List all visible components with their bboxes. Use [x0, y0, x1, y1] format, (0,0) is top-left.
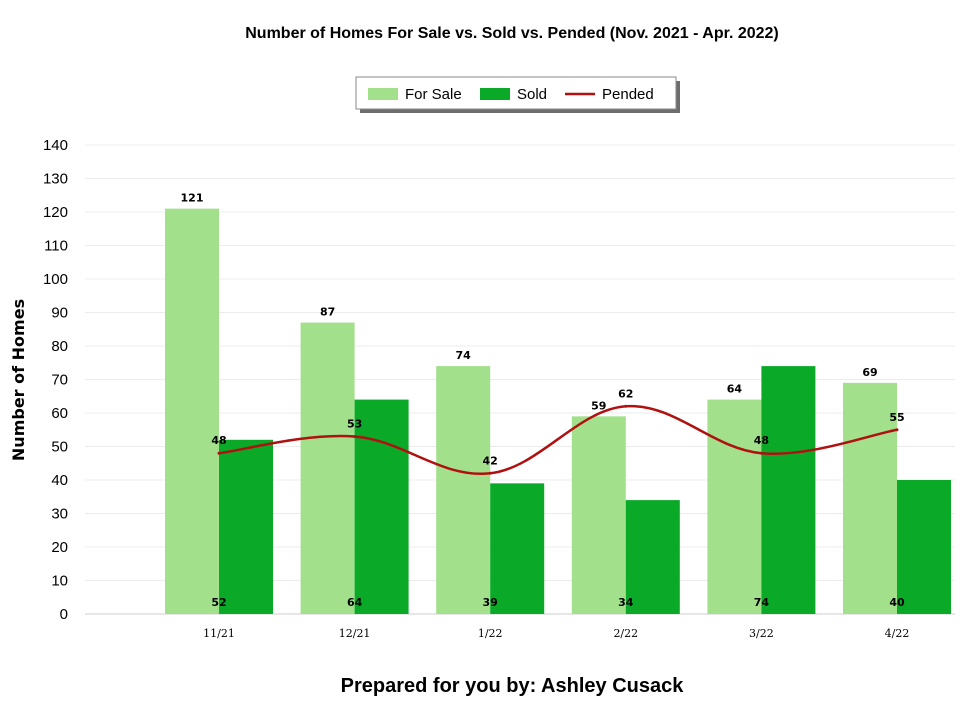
x-tick-label: 1/22 — [478, 627, 503, 640]
bars — [165, 208, 951, 614]
bar-sold-1-22 — [490, 483, 545, 614]
bar-for-sale-2-22 — [571, 416, 626, 614]
bar-for-sale-4-22 — [843, 382, 897, 614]
data-label-pended: 42 — [483, 454, 498, 467]
x-tick-label: 4/22 — [885, 627, 910, 640]
legend-label-pended: Pended — [602, 86, 654, 103]
y-tick-label: 30 — [51, 506, 68, 523]
pended-point — [217, 451, 221, 455]
legend-label-for-sale: For Sale — [405, 86, 462, 103]
y-tick-label: 140 — [43, 137, 68, 154]
legend-swatch-sold — [480, 88, 510, 100]
legend-swatch-for-sale — [368, 88, 398, 100]
data-label-sold: 34 — [618, 596, 634, 609]
y-tick-label: 10 — [51, 573, 68, 590]
pended-point — [895, 428, 899, 432]
bar-sold-4-22 — [897, 480, 951, 614]
bar-for-sale-3-22 — [707, 399, 762, 614]
data-label-for-sale: 74 — [456, 349, 472, 362]
data-labels: 121 52 87 64 74 39 59 34 64 74 69 40 48 53 42 62 48 55 — [181, 192, 905, 609]
y-tick-label: 80 — [51, 338, 68, 355]
y-tick-label: 90 — [51, 305, 68, 322]
x-tick-label: 2/22 — [613, 627, 638, 640]
bar-sold-12-21 — [354, 399, 409, 614]
y-tick-label: 120 — [43, 204, 68, 221]
x-tick-label: 12/21 — [339, 627, 371, 640]
data-label-sold: 39 — [483, 596, 498, 609]
y-tick-label: 100 — [43, 271, 68, 288]
bar-sold-11-21 — [219, 439, 273, 614]
data-label-sold: 74 — [754, 596, 770, 609]
legend-box — [355, 76, 677, 110]
data-label-pended: 62 — [618, 387, 633, 400]
bar-sold-3-22 — [761, 366, 816, 614]
bar-for-sale-1-22 — [436, 366, 491, 614]
pended-point — [624, 404, 628, 408]
x-tick-label: 11/21 — [203, 627, 235, 640]
data-label-for-sale: 59 — [591, 399, 606, 412]
y-tick-label: 0 — [60, 606, 68, 623]
x-tick-labels: 11/21 12/21 1/22 2/22 3/22 4/22 — [203, 627, 909, 640]
pended-point — [488, 471, 492, 475]
data-label-for-sale: 64 — [727, 383, 743, 396]
chart-title: Number of Homes For Sale vs. Sold vs. Pe… — [245, 25, 779, 42]
y-tick-label: 70 — [51, 372, 68, 389]
data-label-sold: 52 — [211, 596, 226, 609]
bar-for-sale-12-21 — [300, 322, 355, 614]
y-tick-label: 50 — [51, 439, 68, 456]
pended-point — [759, 451, 763, 455]
y-tick-label: 20 — [51, 539, 68, 556]
pended-point — [353, 434, 357, 438]
data-label-for-sale: 87 — [320, 306, 335, 319]
y-axis-label: Number of Homes — [9, 299, 28, 461]
data-label-pended: 48 — [754, 434, 769, 447]
data-label-sold: 40 — [889, 596, 905, 609]
y-tick-label: 130 — [43, 171, 68, 188]
x-tick-label: 3/22 — [749, 627, 774, 640]
bar-for-sale-11-21 — [165, 208, 219, 614]
data-label-for-sale: 121 — [181, 192, 204, 205]
legend-label-sold: Sold — [517, 86, 547, 103]
data-label-sold: 64 — [347, 596, 363, 609]
y-tick-labels: 0 10 20 30 40 50 60 70 80 90 100 110 120 130 140 — [43, 137, 68, 623]
bar-sold-2-22 — [625, 500, 680, 614]
pended-line-layer — [217, 404, 899, 476]
data-label-pended: 55 — [889, 411, 904, 424]
pended-line — [218, 405, 898, 476]
data-label-pended: 53 — [347, 417, 362, 430]
legend: For Sale Sold Pended — [355, 76, 680, 113]
y-tick-label: 60 — [51, 405, 68, 422]
data-label-for-sale: 69 — [862, 366, 877, 379]
data-label-pended: 48 — [211, 434, 226, 447]
y-tick-label: 110 — [44, 238, 68, 255]
y-tick-label: 40 — [51, 472, 68, 489]
footer-prepared-by: Prepared for you by: Ashley Cusack — [341, 675, 685, 697]
